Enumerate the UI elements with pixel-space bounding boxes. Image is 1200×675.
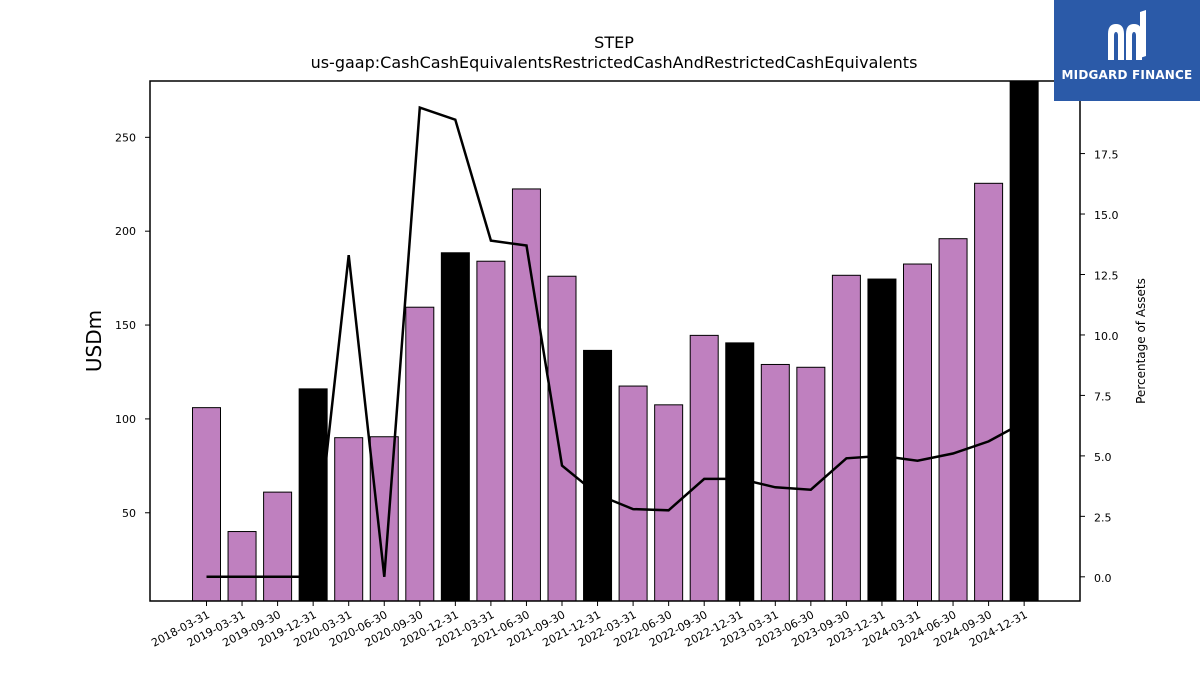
y2-tick-label: 15.0 [1094,209,1119,222]
bar-2019-09-30 [263,491,293,602]
y2-tick-label: 0.0 [1094,572,1112,585]
y2-axis-label: Percentage of Assets [1134,278,1148,404]
bar-2021-12-31 [583,349,613,602]
bar-2023-09-30 [831,274,861,602]
y2-tick-label: 5.0 [1094,451,1112,464]
bar-2023-12-31 [867,278,897,602]
bar-2020-09-30 [405,306,435,602]
bar-2024-12-31 [1009,80,1039,602]
bar-2024-09-30 [974,182,1004,602]
y-tick-label: 200 [115,225,136,238]
bar-2022-09-30 [689,334,719,602]
bar-2018-03-31 [192,407,221,602]
plot-frame [149,80,1081,602]
y-tick-label: 50 [122,507,136,520]
y-tick-label: 100 [115,413,136,426]
left-axis-ticks: 50 100 150 200 250 [115,131,150,520]
bar-2024-06-30 [938,238,968,602]
bar-2020-12-31 [440,252,470,602]
y-axis-label: USDm [82,310,106,372]
bar-2021-03-31 [476,260,506,602]
bar-2021-06-30 [511,188,541,602]
y2-tick-label: 10.0 [1094,330,1119,343]
bar-2022-12-31 [725,342,755,602]
bar-series [192,80,1039,602]
bar-2024-03-31 [903,263,932,602]
y2-tick-label: 2.5 [1094,511,1112,524]
right-axis-ticks: 0.0 2.5 5.0 7.5 10.0 12.5 15.0 17.5 [1080,149,1119,585]
brand-logo: MIDGARD FINANCE [1054,0,1200,101]
line-series [206,105,1025,579]
chart-title: STEP [594,33,634,52]
percentage-line [206,105,1025,579]
y-tick-label: 150 [115,319,136,332]
bar-2019-03-31 [227,531,257,602]
y2-tick-label: 7.5 [1094,390,1112,403]
y2-tick-label: 12.5 [1094,269,1119,282]
logo-text: MIDGARD FINANCE [1061,68,1193,82]
bar-2021-09-30 [547,275,577,602]
bar-2020-03-31 [334,437,364,602]
chart-subtitle: us-gaap:CashCashEquivalentsRestrictedCas… [311,53,918,72]
y-tick-label: 250 [115,131,136,144]
x-axis-ticks: 2018-03-312019-03-312019-09-302019-12-31… [149,601,1030,650]
logo-mark-icon [1108,10,1146,60]
bar-2023-03-31 [760,363,790,602]
y2-tick-label: 17.5 [1094,149,1119,162]
bar-2022-03-31 [618,385,648,602]
bar-2023-06-30 [796,366,826,602]
